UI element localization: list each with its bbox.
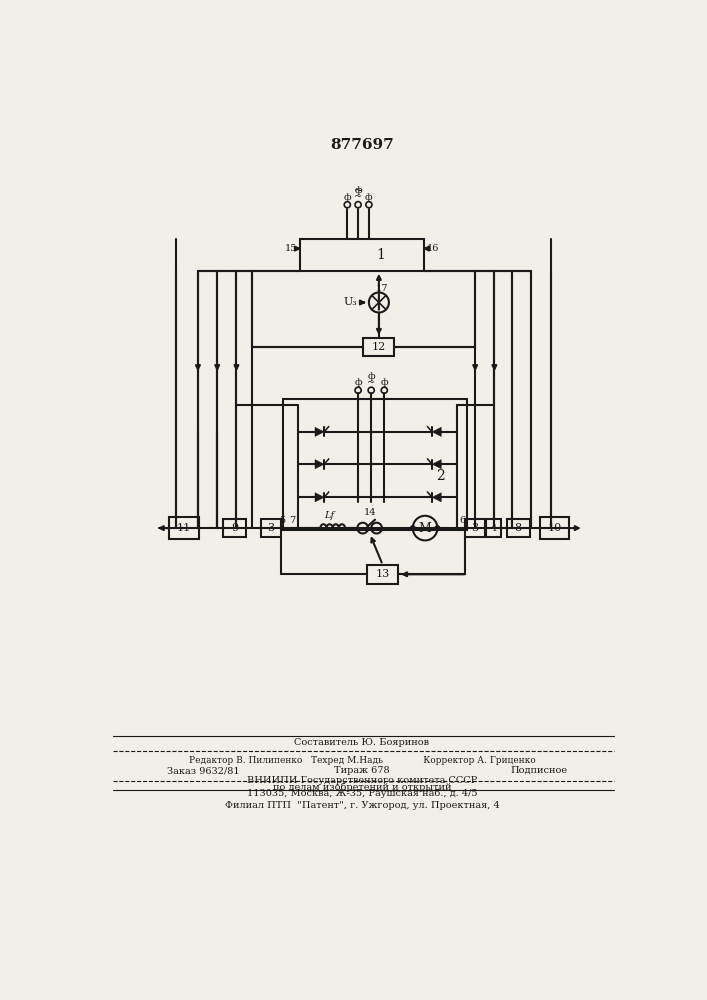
Text: 17: 17 — [375, 284, 388, 293]
Bar — [300, 239, 423, 271]
Polygon shape — [315, 460, 325, 469]
Text: 3: 3 — [472, 523, 479, 533]
Text: ф: ф — [368, 372, 375, 381]
Text: M: M — [419, 522, 431, 535]
Bar — [507, 519, 530, 537]
Bar — [363, 338, 395, 356]
Text: 1: 1 — [377, 248, 385, 262]
Text: 877697: 877697 — [330, 138, 394, 152]
Polygon shape — [432, 460, 441, 469]
Text: ф: ф — [344, 192, 351, 202]
Bar — [223, 519, 247, 537]
Text: ~: ~ — [354, 186, 363, 196]
Text: 8: 8 — [515, 523, 522, 533]
Text: ~: ~ — [367, 378, 375, 387]
Text: 9: 9 — [231, 523, 238, 533]
Text: 15: 15 — [285, 244, 297, 253]
Text: 14: 14 — [363, 508, 376, 517]
Bar — [170, 517, 199, 539]
Bar — [540, 517, 569, 539]
Text: Составитель Ю. Бояринов: Составитель Ю. Бояринов — [294, 738, 429, 747]
Text: ф: ф — [380, 378, 388, 387]
Text: Тираж 678: Тираж 678 — [334, 766, 390, 775]
Text: ф: ф — [365, 192, 373, 202]
Bar — [465, 519, 485, 537]
Bar — [486, 519, 501, 537]
Text: 12: 12 — [372, 342, 386, 352]
Text: Редактор В. Пилипенко   Техред М.Надь              Корректор А. Гриценко: Редактор В. Пилипенко Техред М.Надь Корр… — [189, 756, 535, 765]
Text: 113035, Москва, Ж-35, Раушская наб., д. 4/5: 113035, Москва, Ж-35, Раушская наб., д. … — [247, 788, 477, 798]
Text: 5: 5 — [279, 516, 285, 525]
Text: 2: 2 — [436, 469, 445, 483]
Text: ф: ф — [354, 378, 362, 387]
Text: Филиал ПТП  "Патент", г. Ужгород, ул. Проектная, 4: Филиал ПТП "Патент", г. Ужгород, ул. Про… — [225, 801, 499, 810]
Text: 6: 6 — [459, 516, 465, 525]
Bar — [283, 399, 467, 530]
Text: 3: 3 — [267, 523, 274, 533]
Text: 4: 4 — [491, 524, 497, 533]
Text: по делам изобретений и открытий: по делам изобретений и открытий — [273, 782, 451, 792]
Text: Подписное: Подписное — [510, 766, 568, 775]
Bar — [368, 565, 398, 584]
Text: 13: 13 — [375, 569, 390, 579]
Polygon shape — [432, 493, 441, 502]
Text: ~: ~ — [354, 192, 362, 202]
Circle shape — [435, 526, 440, 530]
Text: ВНИИПИ Государственного комитета СССР: ВНИИПИ Государственного комитета СССР — [247, 776, 477, 785]
Text: ф: ф — [354, 186, 362, 195]
Polygon shape — [315, 493, 325, 502]
Text: 7: 7 — [290, 516, 296, 525]
Text: U₃: U₃ — [344, 297, 357, 307]
Text: Lf: Lf — [324, 511, 334, 520]
Text: Заказ 9632/81: Заказ 9632/81 — [167, 766, 240, 775]
Circle shape — [411, 526, 415, 530]
Text: 10: 10 — [547, 523, 561, 533]
Polygon shape — [315, 427, 325, 436]
Text: 11: 11 — [177, 523, 191, 533]
Text: 16: 16 — [426, 244, 439, 253]
Bar — [261, 519, 281, 537]
Polygon shape — [432, 427, 441, 436]
